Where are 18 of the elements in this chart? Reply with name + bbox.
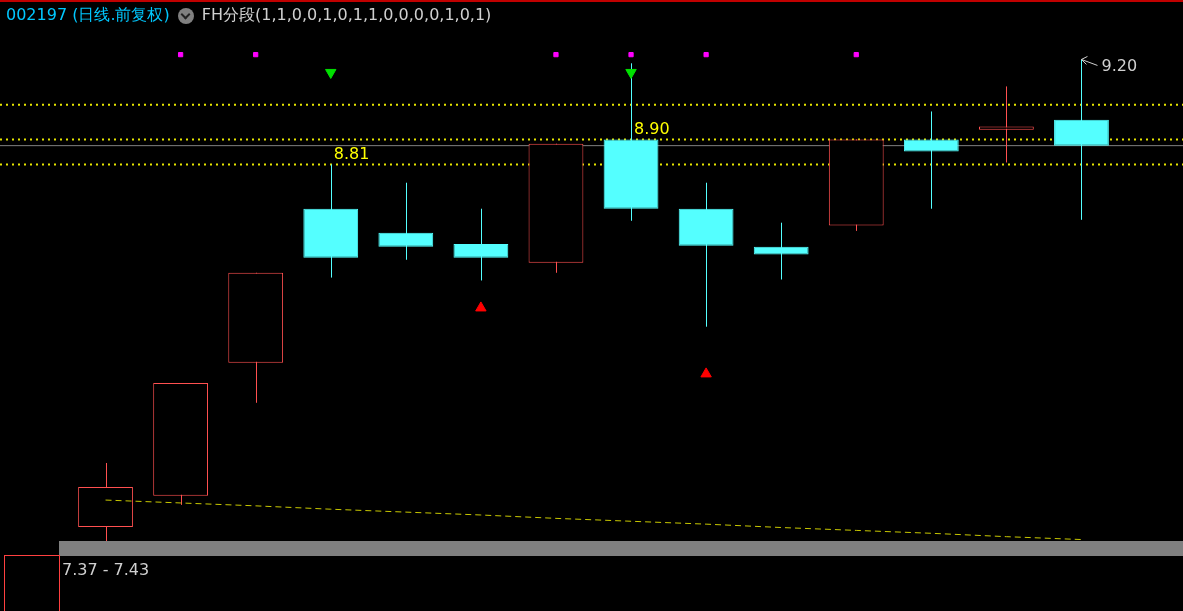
point bbox=[475, 301, 487, 312]
point bbox=[853, 52, 859, 58]
point bbox=[553, 52, 559, 58]
point bbox=[625, 68, 637, 79]
point bbox=[177, 52, 184, 58]
point bbox=[700, 367, 712, 378]
point bbox=[628, 52, 634, 58]
annotation: 8.90 bbox=[634, 118, 670, 138]
candlestick bbox=[978, 85, 1034, 163]
candlestick bbox=[903, 110, 959, 210]
point bbox=[253, 52, 259, 58]
chart-subtitle: FH分段(1,1,0,0,1,0,1,1,0,0,0,0,1,0,1) bbox=[201, 5, 492, 26]
annotation: 8.81 bbox=[333, 143, 370, 163]
point bbox=[703, 52, 709, 58]
chart-title: 002197 (日线.前复权) bbox=[6, 5, 170, 26]
point bbox=[325, 68, 337, 79]
text: 7.37 - 7.43 bbox=[62, 560, 150, 579]
annotation: 9.20 bbox=[1101, 55, 1138, 75]
